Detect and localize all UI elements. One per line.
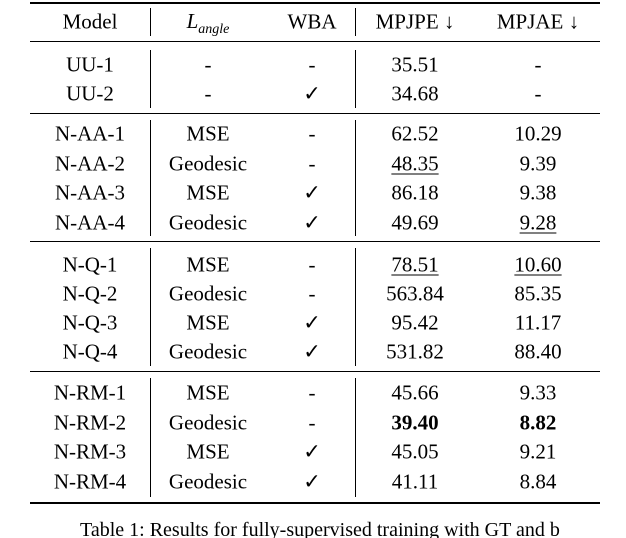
table-cell: ✓ <box>303 180 321 205</box>
table-cell: ✓ <box>303 81 321 106</box>
table-cell: - <box>308 121 316 146</box>
header-subscript: angle <box>198 22 230 38</box>
table-cell: 8.82 <box>519 410 557 435</box>
table-cell: N-RM-4 <box>53 469 127 494</box>
table-cell: MSE <box>186 121 230 146</box>
table-cell: 10.29 <box>514 121 562 146</box>
table-cell: 531.82 <box>386 339 444 364</box>
group-rule <box>30 113 600 114</box>
table-cell: 34.68 <box>391 81 439 106</box>
header-rule <box>30 41 600 42</box>
table-cell: - <box>308 252 316 277</box>
table-cell: - <box>308 410 316 435</box>
table-cell: 48.35 <box>391 151 439 175</box>
header-cell: WBA <box>287 9 337 34</box>
table-cell: Geodesic <box>168 410 248 435</box>
group-rule <box>30 371 600 372</box>
table-cell: N-Q-2 <box>62 281 118 306</box>
table-cell: 10.60 <box>514 252 562 277</box>
top-rule <box>30 2 600 4</box>
table-cell: N-Q-1 <box>62 252 118 277</box>
header-cell: Model <box>62 9 118 34</box>
table-cell: Geodesic <box>168 469 248 494</box>
table-cell: N-RM-3 <box>53 439 127 464</box>
column-divider <box>150 8 151 36</box>
table-cell: 563.84 <box>386 281 444 306</box>
table-cell: MSE <box>186 252 230 277</box>
table-cell: 39.40 <box>391 410 439 435</box>
header-symbol: L <box>186 8 199 33</box>
table-cell: ✓ <box>303 469 321 494</box>
header-cell: MPJPE ↓ <box>375 9 455 34</box>
table-cell: N-Q-4 <box>62 339 118 364</box>
table-cell: N-AA-3 <box>55 180 125 205</box>
table-cell: ✓ <box>303 339 321 364</box>
table-cell: MSE <box>186 310 230 335</box>
table-cell: - <box>534 52 542 77</box>
table-cell: 41.11 <box>391 469 439 494</box>
table-cell: 45.66 <box>391 380 439 405</box>
table-cell: 9.33 <box>519 380 557 405</box>
table-cell: - <box>308 281 316 306</box>
bottom-rule <box>30 502 600 504</box>
column-divider <box>355 248 356 366</box>
table-cell: N-AA-4 <box>55 210 125 234</box>
table-cell: 95.42 <box>391 310 439 335</box>
table-cell: Geodesic <box>168 339 248 364</box>
table-cell: 9.39 <box>519 151 557 175</box>
table-cell: 49.69 <box>391 210 439 234</box>
table-cell: Geodesic <box>168 210 248 234</box>
table-cell: - <box>534 81 542 106</box>
table-cell: 8.84 <box>519 469 557 494</box>
table-cell: ✓ <box>303 210 321 234</box>
table-cell: MSE <box>186 439 230 464</box>
table-cell: 35.51 <box>391 52 439 77</box>
table-cell: 45.05 <box>391 439 439 464</box>
table-cell: Geodesic <box>168 151 248 175</box>
table-cell: 62.52 <box>391 121 439 146</box>
caption: Table 1: Results for fully-supervised tr… <box>80 519 560 538</box>
table-cell: N-RM-1 <box>53 380 127 405</box>
table-cell: UU-2 <box>66 81 114 106</box>
header-cell: Langle <box>186 8 230 38</box>
table-cell: UU-1 <box>66 52 114 77</box>
column-divider <box>355 50 356 108</box>
column-divider <box>150 50 151 108</box>
header-cell: MPJAE ↓ <box>496 9 580 34</box>
column-divider <box>150 378 151 497</box>
table-cell: ✓ <box>303 439 321 464</box>
table-cell: MSE <box>186 380 230 405</box>
table-cell: 11.17 <box>514 310 562 335</box>
table-cell: 85.35 <box>514 281 562 306</box>
table-cell: - <box>308 151 316 175</box>
table-cell: 9.28 <box>519 210 557 234</box>
column-divider <box>150 120 151 236</box>
table-cell: 88.40 <box>514 339 562 364</box>
table-cell: N-AA-1 <box>55 121 125 146</box>
table-cell: - <box>308 52 316 77</box>
table-cell: N-RM-2 <box>53 410 127 435</box>
table-cell: - <box>204 52 212 77</box>
table-cell: 9.21 <box>519 439 557 464</box>
column-divider <box>150 248 151 366</box>
table-cell: MSE <box>186 180 230 205</box>
column-divider <box>355 120 356 236</box>
table-cell: 9.38 <box>519 180 557 205</box>
table-cell: - <box>308 380 316 405</box>
table-cell: 86.18 <box>391 180 439 205</box>
table-cell: 78.51 <box>391 252 439 277</box>
group-rule <box>30 241 600 242</box>
table-cell: N-Q-3 <box>62 310 118 335</box>
column-divider <box>355 8 356 36</box>
table-cell: Geodesic <box>168 281 248 306</box>
table-cell: - <box>204 81 212 106</box>
table-cell: N-AA-2 <box>55 151 125 175</box>
table-cell: ✓ <box>303 310 321 335</box>
column-divider <box>355 378 356 497</box>
